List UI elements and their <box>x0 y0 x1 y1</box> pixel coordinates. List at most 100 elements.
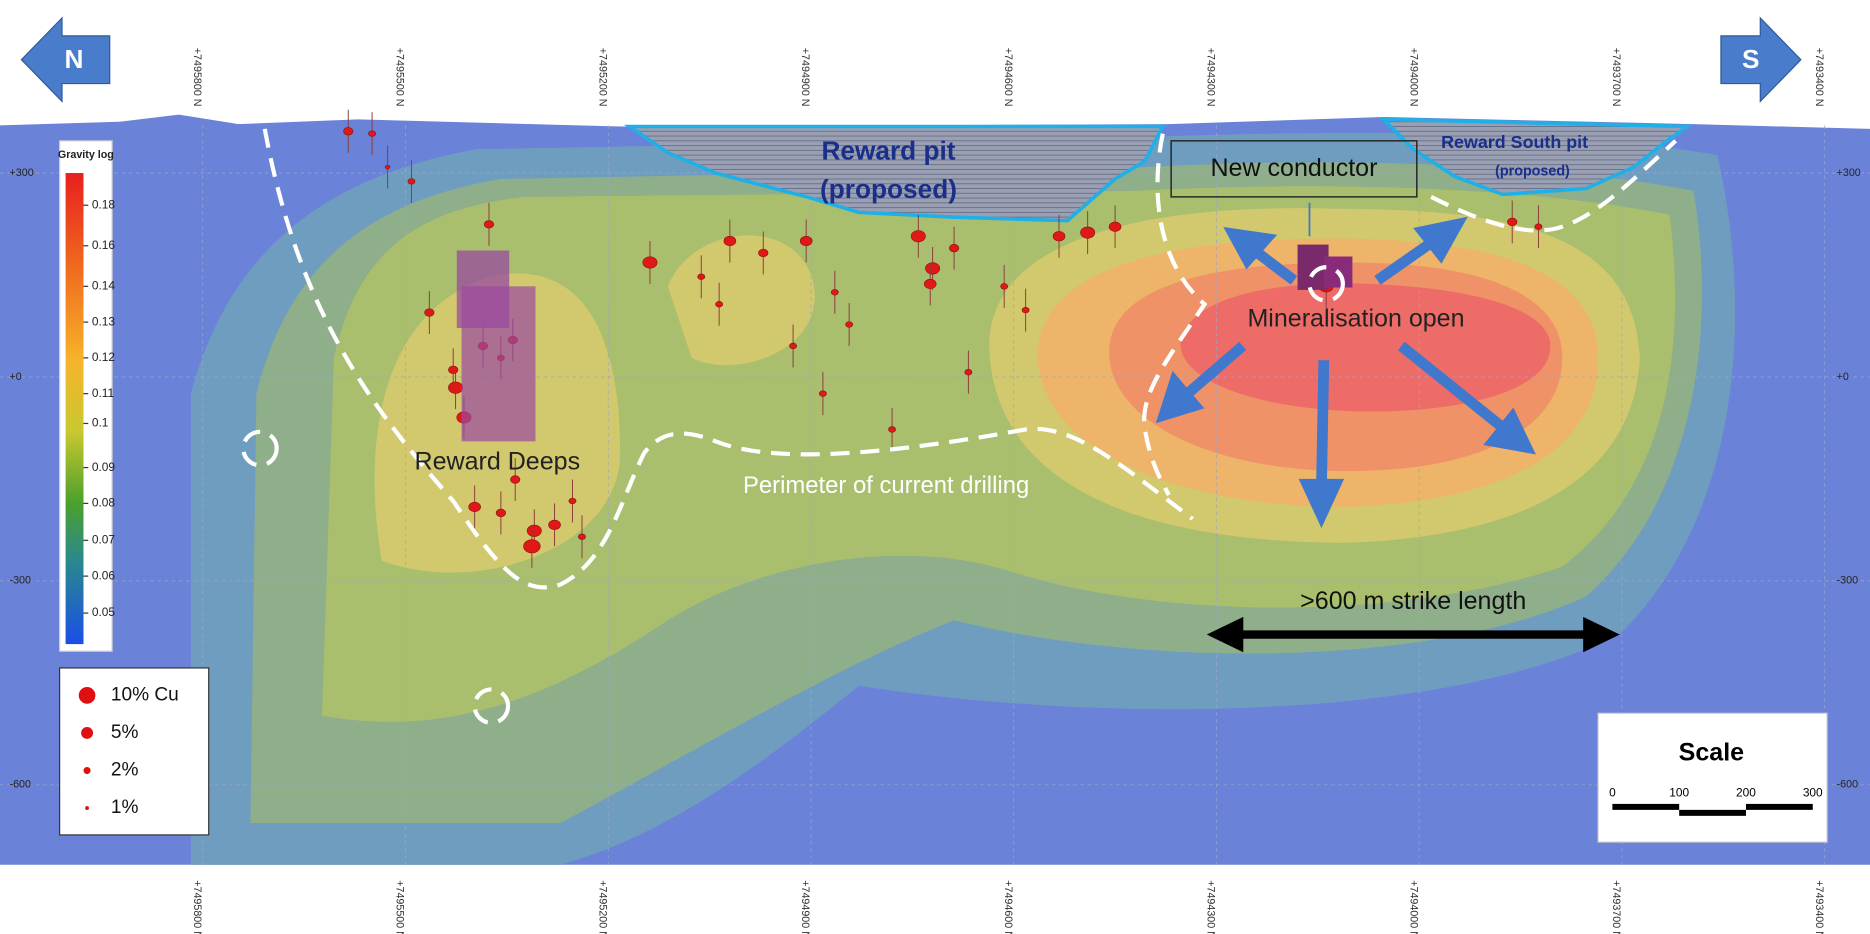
reward-deeps-label: Reward Deeps <box>415 447 581 475</box>
reward-pit-outline <box>623 124 1166 223</box>
north-arrow <box>20 16 111 103</box>
northing-label-top: +7494300 N <box>1205 48 1217 107</box>
drill-intercept <box>578 533 586 540</box>
arrow-head <box>1583 616 1620 653</box>
gravity-legend-label: 0.18 <box>92 197 116 211</box>
reward-south-pit-outline <box>1378 117 1694 197</box>
scale-segment <box>1612 803 1680 810</box>
cu-legend-label: 10% Cu <box>111 684 179 705</box>
northing-label-bottom: +7493400 N <box>1813 880 1825 934</box>
drill-intercept <box>964 369 973 376</box>
northing-label-top: +7495800 N <box>191 48 203 107</box>
northing-label-top: +7493400 N <box>1813 48 1825 107</box>
drill-intercept <box>910 230 926 243</box>
drill-intercept <box>523 539 541 554</box>
cu-legend-dot <box>85 806 89 810</box>
arrow-head <box>1155 370 1205 424</box>
south-arrow <box>1720 16 1802 103</box>
gravity-legend-label: 0.12 <box>92 350 116 364</box>
reward-pit-label: Reward pit <box>821 136 955 166</box>
drill-intercept <box>483 220 495 229</box>
gravity-legend-label: 0.09 <box>92 460 116 474</box>
scale-tick-label: 300 <box>1803 785 1823 799</box>
elevation-label-right: -300 <box>1837 575 1858 587</box>
drill-intercept <box>407 178 416 185</box>
reward-south-pit-note: (proposed) <box>1495 164 1570 180</box>
drill-intercept <box>468 501 481 513</box>
northing-label-bottom: +7495800 N <box>191 880 203 934</box>
drill-intercept <box>1534 223 1543 230</box>
north-label: N <box>64 44 83 74</box>
drill-intercept <box>799 235 813 247</box>
arrow-head <box>1223 227 1278 270</box>
drill-intercept <box>888 426 896 433</box>
perimeter-line <box>1430 139 1678 233</box>
drill-intercept <box>510 475 521 484</box>
target-block <box>461 286 536 442</box>
northing-label-bottom: +7493700 N <box>1610 880 1622 934</box>
gravity-legend-label: 0.07 <box>92 533 116 547</box>
scale-tick-label: 200 <box>1736 785 1756 799</box>
northing-label-top: +7493700 N <box>1610 48 1622 107</box>
gravity-legend-label: 0.13 <box>92 314 116 328</box>
south-label: S <box>1742 44 1760 74</box>
open-arrows <box>1155 202 1536 529</box>
gravity-legend-label: 0.11 <box>92 386 115 400</box>
drill-intercept <box>424 308 435 317</box>
drill-intercept <box>697 273 706 280</box>
elevation-label-left: -600 <box>10 779 31 791</box>
drill-intercept <box>526 524 542 537</box>
northing-label-top: +7494600 N <box>1002 48 1014 107</box>
cu-legend-items: 10% Cu 5% 2% 1% <box>78 684 179 818</box>
northing-label-top: +7494900 N <box>799 48 811 107</box>
arrow-head <box>1483 407 1536 455</box>
reward-pit-note: (proposed) <box>820 174 957 204</box>
mineralisation-label: Mineralisation open <box>1247 304 1464 332</box>
elevation-label-left: -300 <box>10 575 31 587</box>
perimeter-line <box>262 128 1194 590</box>
reward-south-pit-label: Reward South pit <box>1441 132 1588 152</box>
drill-intercept <box>819 390 827 397</box>
drill-intercept <box>368 130 376 137</box>
gravity-legend-labels: 0.18 0.16 0.14 0.13 0.12 0.11 0.1 0.09 0.08 0.07 0… <box>83 197 115 619</box>
northing-label-bottom: +7494600 N <box>1002 880 1014 934</box>
perimeter-label: Perimeter of current drilling <box>743 472 1029 499</box>
elevation-label-right: +0 <box>1837 371 1849 383</box>
new-conductor-label: New conductor <box>1210 154 1377 182</box>
northing-label-top: +7495500 N <box>394 48 406 107</box>
drill-intercept <box>343 127 354 136</box>
elevation-label-right: +300 <box>1837 167 1861 179</box>
drill-intercept <box>495 508 506 518</box>
cu-legend-dot <box>81 726 94 739</box>
cu-legend-label: 1% <box>111 797 139 818</box>
perimeter-lines <box>241 128 1678 725</box>
gravity-legend-label: 0.1 <box>92 416 109 430</box>
arrow-shaft <box>1177 341 1247 404</box>
northing-label-top: +7495200 N <box>596 48 608 107</box>
northing-label-bottom: +7494900 N <box>799 880 811 934</box>
drill-intercept <box>568 497 577 505</box>
northing-label-top: +7494000 N <box>1407 48 1419 107</box>
drill-intercept <box>1080 226 1096 239</box>
scale-segment <box>1745 803 1813 810</box>
drill-intercept <box>723 235 737 247</box>
coordinate-labels: +7495800 N +7495800 N +7495500 N +7495500 N… <box>10 48 1861 934</box>
drill-intercept <box>715 301 724 308</box>
strike-arrow <box>1206 616 1620 653</box>
cu-legend-dot <box>83 766 91 775</box>
strike-label: >600 m strike length <box>1300 587 1526 615</box>
circle-marker <box>1307 265 1345 303</box>
scale-segment <box>1679 809 1746 816</box>
drill-intercept <box>845 321 854 328</box>
drill-intercept <box>830 289 839 296</box>
cu-legend-label: 5% <box>111 722 139 743</box>
drill-intercept <box>1052 231 1066 242</box>
drill-intercept <box>1000 283 1009 290</box>
northing-label-bottom: +7495200 N <box>596 880 608 934</box>
gravity-legend-label: 0.05 <box>92 605 116 619</box>
gravity-legend-label: 0.08 <box>92 496 116 510</box>
cu-legend-dot <box>78 687 96 704</box>
